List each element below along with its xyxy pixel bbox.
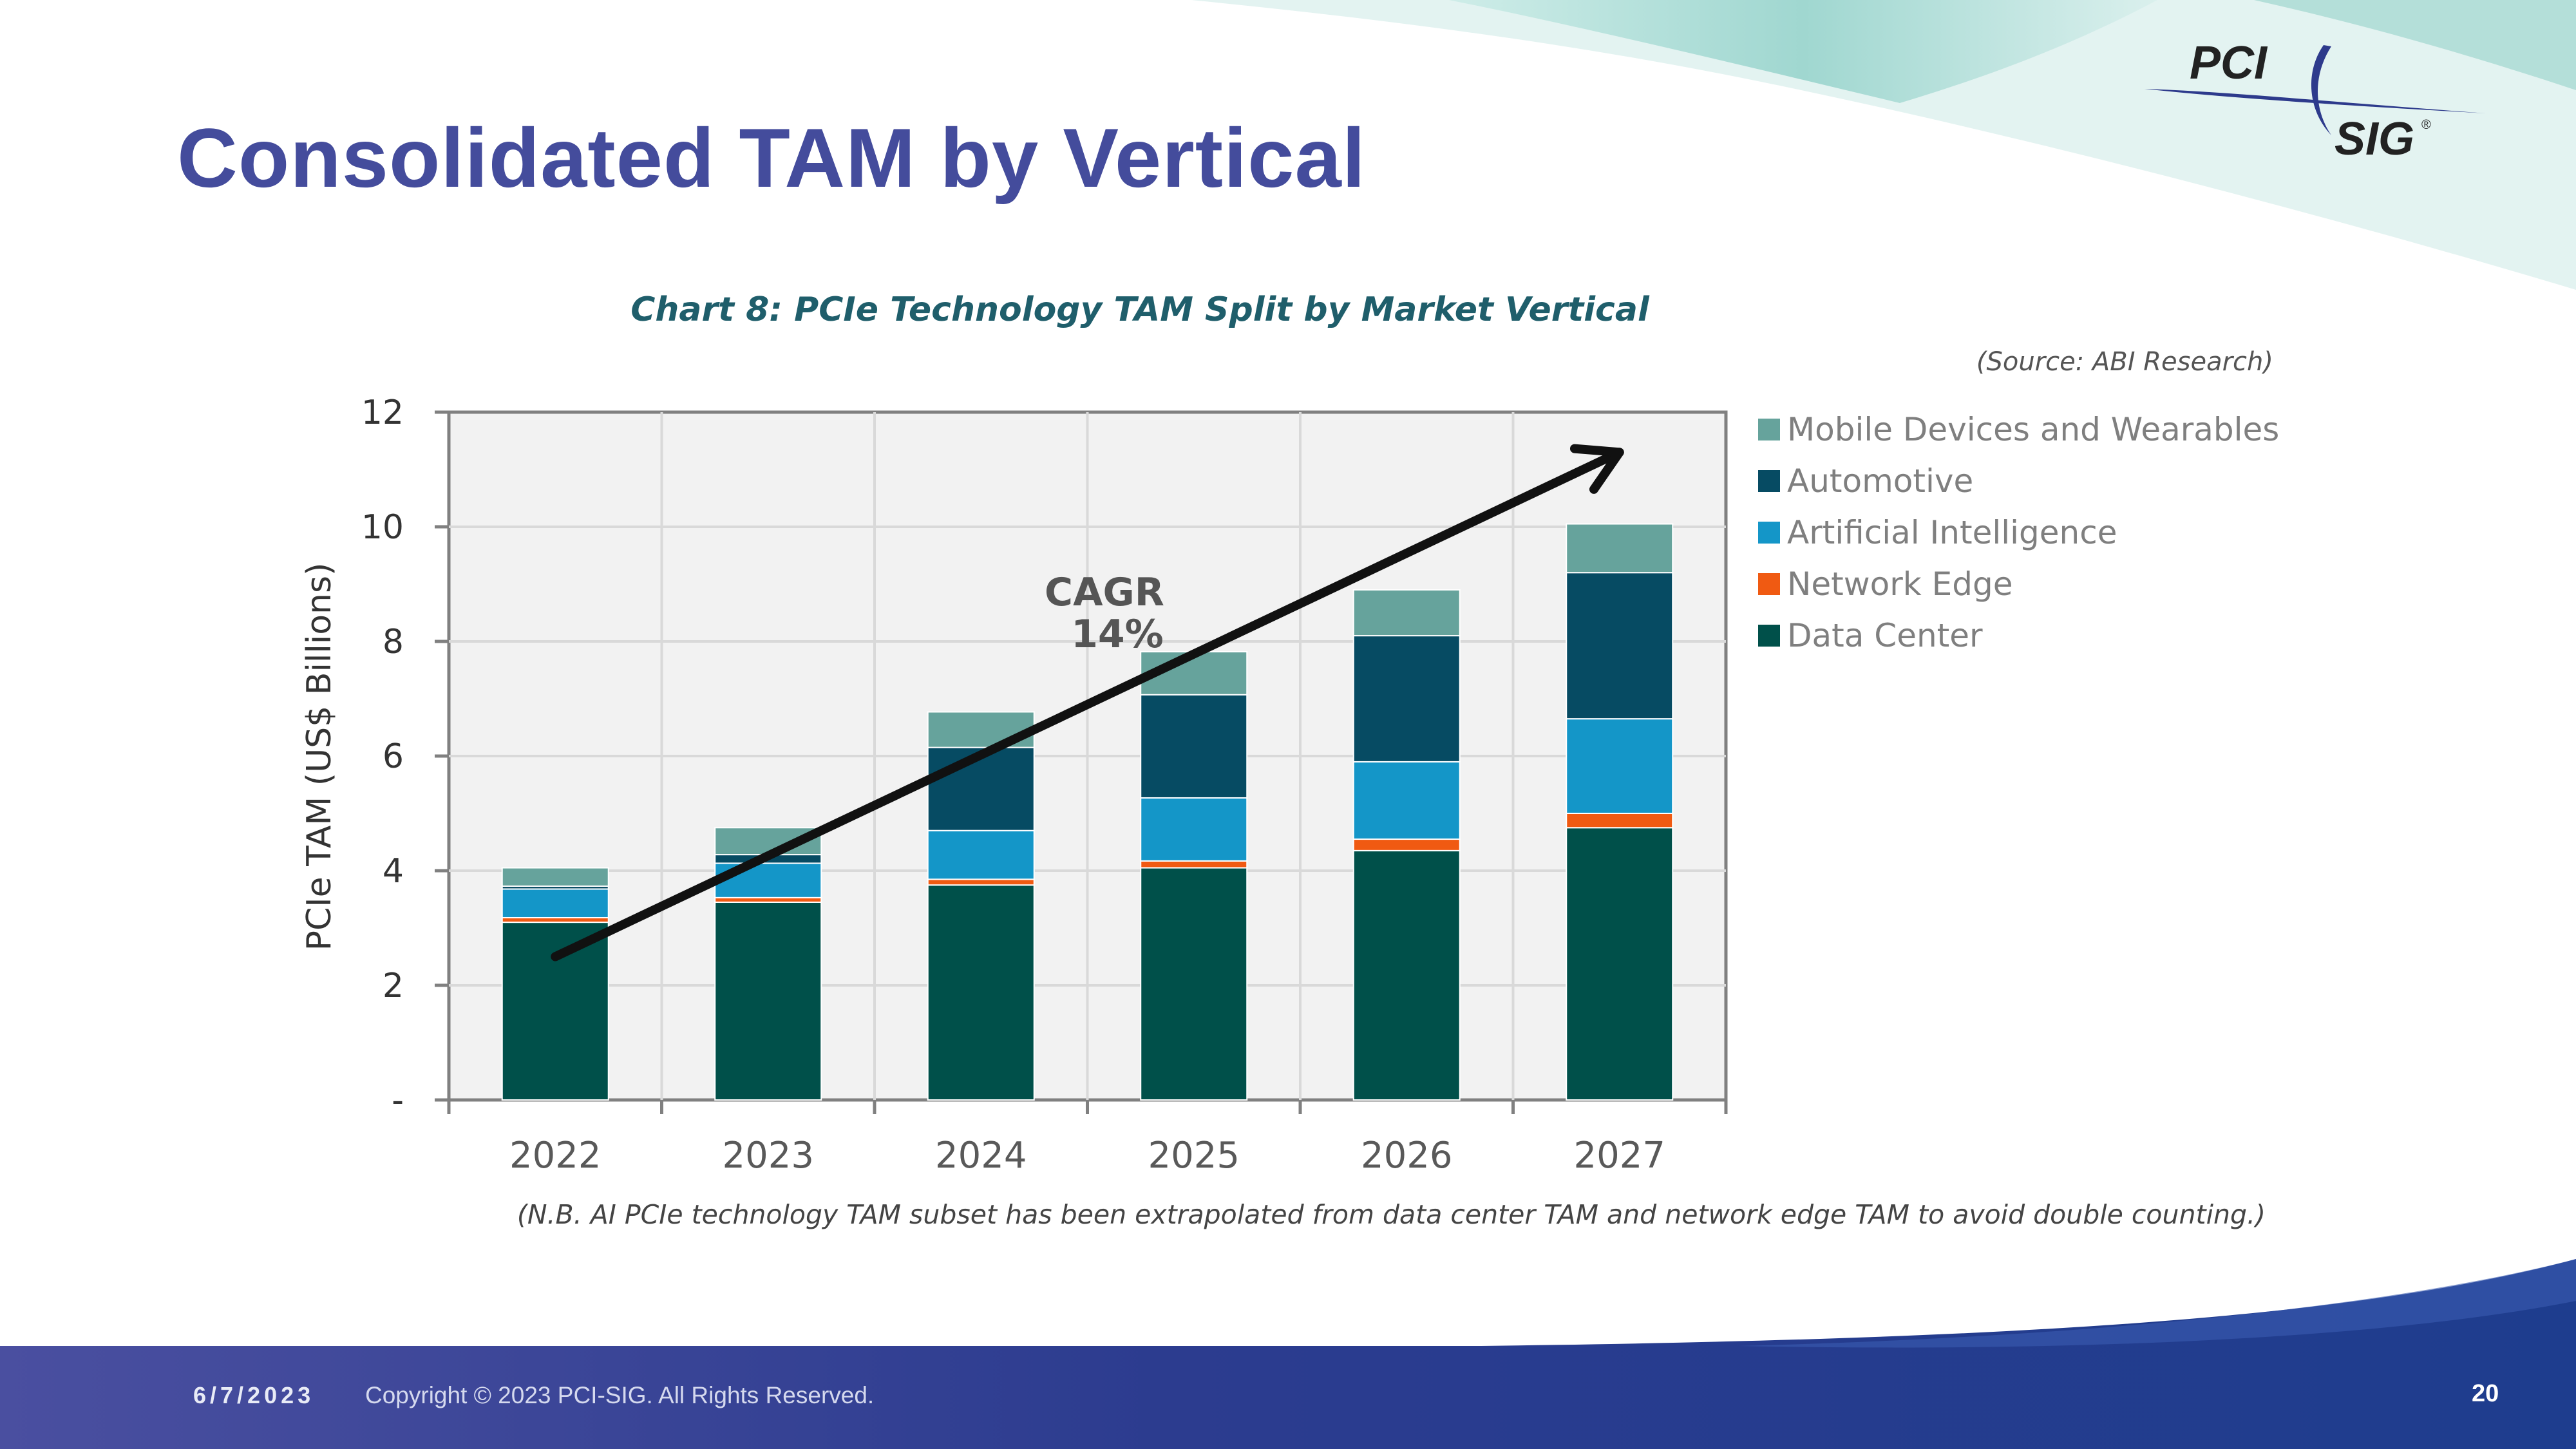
legend-label-mobile-devices-and-wearables: Mobile Devices and Wearables bbox=[1787, 411, 2279, 448]
bar-2026-automotive bbox=[1352, 635, 1461, 762]
y-tick-label-3: 6 bbox=[383, 737, 404, 776]
bar-2027-network-edge bbox=[1566, 813, 1674, 829]
bar-2027-automotive bbox=[1566, 572, 1674, 720]
x-tick-label-2022: 2022 bbox=[509, 1135, 601, 1177]
x-tick-label-2024: 2024 bbox=[935, 1135, 1027, 1177]
legend-swatch-mobile-devices-and-wearables bbox=[1758, 419, 1780, 440]
chart-title: Chart 8: PCIe Technology TAM Split by Ma… bbox=[630, 290, 1650, 329]
bar-2026-mobile-devices-and-wearables bbox=[1352, 589, 1461, 637]
legend-label-data-center: Data Center bbox=[1787, 617, 1983, 654]
bar-2024-network-edge bbox=[927, 878, 1035, 886]
cagr-label: CAGR bbox=[1045, 570, 1164, 615]
logo-text-sig: SIG bbox=[2334, 113, 2414, 165]
y-tick-label-1: 2 bbox=[383, 967, 404, 1005]
chart-source: (Source: ABI Research) bbox=[1976, 347, 2273, 377]
trend-arrow-shaft bbox=[551, 448, 1624, 961]
bar-2022-network-edge bbox=[501, 916, 609, 923]
bar-2025-data-center bbox=[1140, 867, 1248, 1101]
legend-label-network-edge: Network Edge bbox=[1787, 565, 2013, 603]
header-swoosh bbox=[1191, 0, 2576, 290]
bar-2027-artificial-intelligence bbox=[1566, 718, 1674, 815]
bar-2024-artificial-intelligence bbox=[927, 829, 1035, 880]
cagr-annotation: CAGR 14% bbox=[1045, 570, 1164, 657]
y-tick-label-2: 4 bbox=[383, 852, 404, 891]
bar-2026-network-edge bbox=[1352, 838, 1461, 851]
bar-stacks bbox=[501, 523, 1674, 1101]
slide-title: Consolidated TAM by Vertical bbox=[177, 111, 1366, 205]
trend-arrow-head bbox=[1569, 444, 1624, 494]
bar-2023-network-edge bbox=[714, 896, 822, 903]
bar-2022-mobile-devices-and-wearables bbox=[501, 867, 609, 887]
bar-2024-automotive bbox=[927, 746, 1035, 831]
bar-2026-artificial-intelligence bbox=[1352, 761, 1461, 840]
legend-swatch-data-center bbox=[1758, 625, 1780, 647]
logo-text-pci: PCI bbox=[2190, 37, 2268, 89]
cagr-value: 14% bbox=[1071, 612, 1164, 657]
x-tick-label-2026: 2026 bbox=[1361, 1135, 1453, 1177]
y-tick-label-0: - bbox=[392, 1081, 404, 1120]
x-axis-ticks: 2022 2023 2024 2025 2026 2027 bbox=[447, 1100, 1728, 1177]
legend-swatch-network-edge bbox=[1758, 573, 1780, 595]
pci-sig-logo: PCI SIG ® bbox=[2145, 37, 2486, 165]
y-axis-ticks: - 2 4 6 8 10 12 bbox=[361, 393, 449, 1120]
y-tick-label-4: 8 bbox=[383, 623, 404, 661]
footer-copyright: Copyright © 2023 PCI-SIG. All Rights Res… bbox=[365, 1382, 875, 1408]
chart-footnote: (N.B. AI PCIe technology TAM subset has … bbox=[517, 1199, 2266, 1230]
legend-label-automotive: Automotive bbox=[1787, 462, 1973, 500]
x-tick-label-2027: 2027 bbox=[1573, 1135, 1665, 1177]
bar-2022-artificial-intelligence bbox=[501, 888, 609, 918]
legend-label-artificial-intelligence: Artificial Intelligence bbox=[1787, 514, 2117, 551]
x-tick-label-2025: 2025 bbox=[1148, 1135, 1240, 1177]
bar-2023-data-center bbox=[714, 901, 822, 1101]
logo-registered-mark: ® bbox=[2421, 118, 2431, 132]
x-tick-label-2023: 2023 bbox=[722, 1135, 814, 1177]
bar-2026-data-center bbox=[1352, 849, 1461, 1101]
legend-swatch-automotive bbox=[1758, 470, 1780, 492]
y-tick-label-6: 12 bbox=[361, 393, 404, 432]
footer-date: 6/7/2023 bbox=[193, 1382, 315, 1408]
bar-2025-automotive bbox=[1140, 694, 1248, 799]
bar-2027-data-center bbox=[1566, 827, 1674, 1101]
logo-arc-icon bbox=[2311, 45, 2331, 135]
page-number: 20 bbox=[2472, 1380, 2499, 1407]
bar-2022-data-center bbox=[501, 922, 609, 1101]
trend-arrow bbox=[551, 444, 1624, 961]
bar-2023-artificial-intelligence bbox=[714, 862, 822, 898]
bar-2027-mobile-devices-and-wearables bbox=[1566, 523, 1674, 574]
bar-2024-data-center bbox=[927, 884, 1035, 1101]
y-tick-label-5: 10 bbox=[361, 508, 404, 547]
y-axis-label: PCIe TAM (US$ Billions) bbox=[300, 563, 339, 951]
bar-2025-artificial-intelligence bbox=[1140, 797, 1248, 862]
chart-legend: Mobile Devices and Wearables Automotive Ar… bbox=[1758, 411, 2279, 654]
legend-swatch-artificial-intelligence bbox=[1758, 522, 1780, 544]
footer-band bbox=[0, 1259, 2576, 1449]
gridlines bbox=[449, 412, 1726, 1100]
bar-2025-network-edge bbox=[1140, 860, 1248, 869]
